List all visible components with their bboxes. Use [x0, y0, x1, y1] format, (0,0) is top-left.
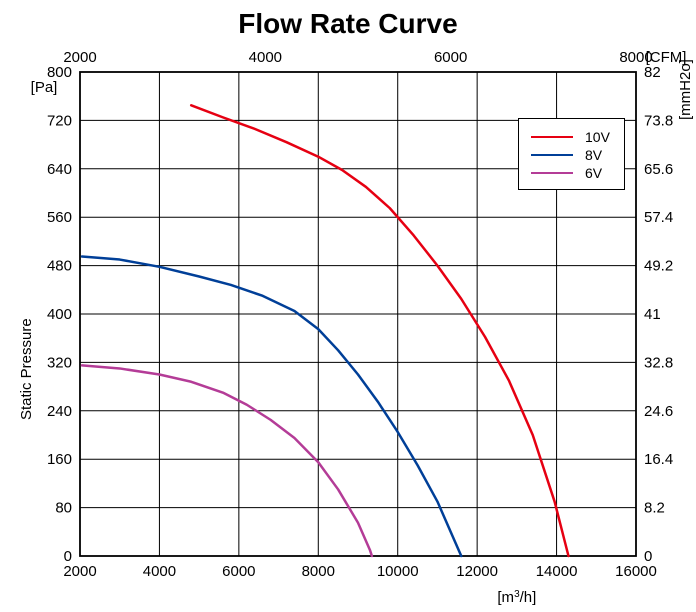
legend-item-10V: 10V: [531, 129, 610, 145]
chart-title: Flow Rate Curve: [0, 8, 696, 40]
flow-rate-chart: Flow Rate Curve 200040006000800010000120…: [0, 0, 696, 607]
legend-label: 8V: [585, 147, 602, 163]
chart-plot-svg: 200040006000800010000120001400016000[m3/…: [0, 0, 696, 607]
svg-text:[mmH2o]: [mmH2o]: [677, 59, 694, 120]
svg-text:8000: 8000: [302, 563, 335, 580]
legend: 10V 8V 6V: [518, 118, 625, 190]
series-8V: [82, 257, 461, 556]
legend-label: 6V: [585, 165, 602, 181]
svg-text:57.4: 57.4: [644, 209, 673, 226]
svg-text:4000: 4000: [249, 49, 282, 66]
legend-swatch: [531, 172, 573, 174]
svg-text:720: 720: [47, 112, 72, 129]
svg-text:320: 320: [47, 354, 72, 371]
series-10V: [191, 105, 568, 556]
svg-text:560: 560: [47, 209, 72, 226]
svg-text:82: 82: [644, 64, 661, 81]
svg-text:240: 240: [47, 403, 72, 420]
svg-text:4000: 4000: [143, 563, 176, 580]
series-6V: [82, 365, 372, 556]
svg-text:10000: 10000: [377, 563, 419, 580]
legend-swatch: [531, 136, 573, 138]
svg-text:160: 160: [47, 451, 72, 468]
legend-item-6V: 6V: [531, 165, 610, 181]
svg-text:65.6: 65.6: [644, 161, 673, 178]
svg-text:24.6: 24.6: [644, 403, 673, 420]
svg-text:6000: 6000: [434, 49, 467, 66]
svg-text:41: 41: [644, 306, 661, 323]
svg-text:16.4: 16.4: [644, 451, 673, 468]
svg-text:14000: 14000: [536, 563, 578, 580]
svg-text:49.2: 49.2: [644, 258, 673, 275]
svg-text:[Pa]: [Pa]: [31, 79, 58, 96]
svg-text:32.8: 32.8: [644, 354, 673, 371]
svg-text:[m3/h]: [m3/h]: [497, 589, 536, 606]
svg-text:2000: 2000: [63, 563, 96, 580]
svg-text:0: 0: [64, 548, 72, 565]
svg-text:80: 80: [55, 500, 72, 517]
legend-item-8V: 8V: [531, 147, 610, 163]
legend-swatch: [531, 154, 573, 156]
svg-text:8.2: 8.2: [644, 500, 665, 517]
svg-text:480: 480: [47, 258, 72, 275]
svg-text:0: 0: [644, 548, 652, 565]
svg-text:12000: 12000: [456, 563, 498, 580]
svg-text:73.8: 73.8: [644, 112, 673, 129]
y-axis-left-label: Static Pressure: [18, 318, 35, 420]
svg-text:16000: 16000: [615, 563, 657, 580]
svg-text:640: 640: [47, 161, 72, 178]
legend-label: 10V: [585, 129, 610, 145]
svg-text:400: 400: [47, 306, 72, 323]
svg-text:6000: 6000: [222, 563, 255, 580]
